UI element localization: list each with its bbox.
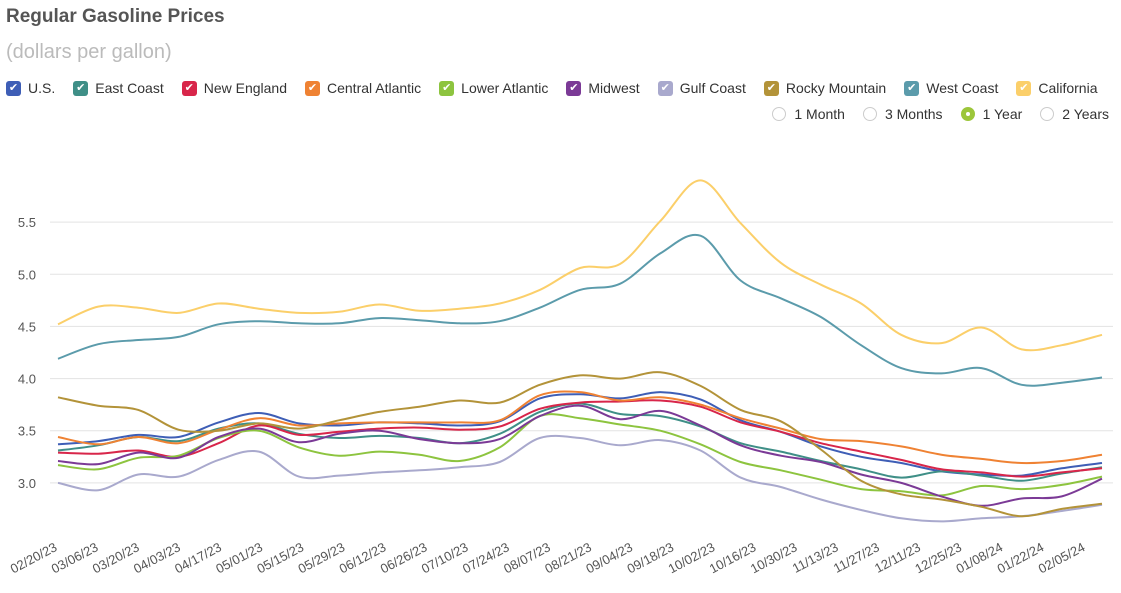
legend-item-u-s[interactable]: ✔ U.S.	[6, 80, 55, 96]
x-tick-label: 07/10/23	[419, 539, 471, 576]
x-tick-label: 05/15/23	[254, 539, 306, 576]
legend-item-west-coast[interactable]: ✔ West Coast	[904, 80, 998, 96]
x-tick-label: 03/06/23	[49, 539, 101, 576]
x-tick-label: 07/24/23	[460, 539, 512, 576]
x-tick-label: 11/13/23	[790, 539, 841, 576]
range-selector: 1 Month 3 Months 1 Year 2 Years	[754, 106, 1109, 122]
checkbox-checked-icon[interactable]: ✔	[305, 80, 320, 96]
radio-icon[interactable]	[862, 107, 877, 121]
range-label: 3 Months	[884, 106, 943, 122]
x-tick-label: 12/25/23	[912, 539, 964, 576]
checkbox-checked-icon[interactable]: ✔	[904, 80, 920, 96]
checkbox-checked-icon[interactable]: ✔	[439, 80, 455, 96]
legend-label: West Coast	[926, 80, 999, 96]
series-line-lower-atlantic	[57, 413, 1103, 497]
legend-item-central-atlantic[interactable]: ✔ Central Atlantic	[305, 80, 421, 96]
y-tick-label: 5.0	[18, 267, 36, 282]
y-tick-label: 4.5	[18, 319, 36, 334]
series-line-midwest	[57, 404, 1103, 507]
x-tick-label: 04/03/23	[131, 539, 183, 576]
series-line-west-coast	[57, 233, 1103, 387]
range-option-3-months[interactable]: 3 Months	[862, 106, 943, 122]
x-tick-label: 08/07/23	[501, 539, 553, 576]
legend-item-east-coast[interactable]: ✔ East Coast	[73, 80, 164, 96]
range-option-2-years[interactable]: 2 Years	[1040, 106, 1109, 122]
range-label: 2 Years	[1062, 106, 1109, 122]
x-tick-label: 10/16/23	[707, 539, 759, 576]
checkbox-checked-icon[interactable]: ✔	[566, 80, 582, 96]
legend-item-california[interactable]: ✔ California	[1016, 80, 1097, 96]
checkbox-checked-icon[interactable]: ✔	[181, 80, 197, 96]
legend-label: Gulf Coast	[679, 80, 746, 96]
legend-item-gulf-coast[interactable]: ✔ Gulf Coast	[657, 80, 746, 96]
x-tick-label: 11/27/23	[831, 539, 882, 576]
legend-label: New England	[203, 80, 287, 96]
range-label: 1 Month	[794, 106, 845, 122]
x-tick-label: 04/17/23	[172, 539, 224, 576]
y-tick-label: 5.5	[18, 215, 36, 230]
x-tick-label: 05/01/23	[213, 539, 265, 576]
series-line-u-s	[57, 391, 1103, 477]
x-tick-label: 03/20/23	[90, 539, 142, 576]
legend-label: Midwest	[588, 80, 640, 96]
legend-item-midwest[interactable]: ✔ Midwest	[566, 80, 640, 96]
x-tick-label: 06/12/23	[337, 539, 389, 576]
page-subtitle: (dollars per gallon)	[6, 41, 172, 63]
x-tick-label: 01/22/24	[995, 539, 1047, 576]
legend-item-rocky-mountain[interactable]: ✔ Rocky Mountain	[763, 80, 887, 96]
legend-label: U.S.	[28, 80, 56, 96]
x-tick-label: 05/29/23	[296, 539, 348, 576]
x-tick-label: 10/30/23	[748, 539, 800, 576]
x-tick-label: 01/08/24	[953, 539, 1005, 576]
legend-item-new-england[interactable]: ✔ New England	[181, 80, 287, 96]
checkbox-checked-icon[interactable]: ✔	[6, 80, 21, 96]
y-tick-label: 3.0	[18, 476, 36, 491]
legend-item-lower-atlantic[interactable]: ✔ Lower Atlantic	[439, 80, 548, 96]
range-option-1-year[interactable]: 1 Year	[960, 106, 1023, 122]
x-tick-label: 08/21/23	[542, 539, 594, 576]
series-line-gulf-coast	[57, 434, 1103, 523]
legend-label: East Coast	[95, 80, 164, 96]
legend-label: California	[1038, 80, 1098, 96]
series-line-new-england	[57, 399, 1103, 478]
range-option-1-month[interactable]: 1 Month	[772, 106, 845, 122]
radio-icon[interactable]	[1040, 107, 1055, 121]
x-tick-label: 09/04/23	[583, 539, 635, 576]
page-title: Regular Gasoline Prices	[6, 6, 225, 27]
radio-selected-icon[interactable]	[960, 107, 975, 121]
x-tick-label: 02/20/23	[8, 539, 60, 576]
y-tick-label: 4.0	[18, 372, 36, 387]
range-label: 1 Year	[982, 106, 1023, 122]
x-tick-label: 02/05/24	[1036, 539, 1088, 576]
checkbox-checked-icon[interactable]: ✔	[1016, 80, 1032, 96]
series-line-central-atlantic	[57, 390, 1103, 465]
legend-label: Central Atlantic	[327, 80, 422, 96]
checkbox-checked-icon[interactable]: ✔	[657, 80, 673, 96]
checkbox-checked-icon[interactable]: ✔	[763, 80, 779, 96]
x-tick-label: 06/26/23	[378, 539, 430, 576]
x-tick-label: 10/02/23	[666, 539, 718, 576]
legend-label: Lower Atlantic	[461, 80, 549, 96]
radio-icon[interactable]	[772, 107, 787, 121]
series-line-rocky-mountain	[57, 371, 1103, 518]
legend-label: Rocky Mountain	[785, 80, 887, 96]
x-tick-label: 09/18/23	[624, 539, 676, 576]
checkbox-checked-icon[interactable]: ✔	[73, 80, 89, 96]
series-line-california	[57, 179, 1103, 352]
y-tick-label: 3.5	[18, 424, 36, 439]
chart-legend: ✔ U.S. ✔ East Coast ✔ New England ✔ Central Atl…	[6, 80, 1116, 96]
